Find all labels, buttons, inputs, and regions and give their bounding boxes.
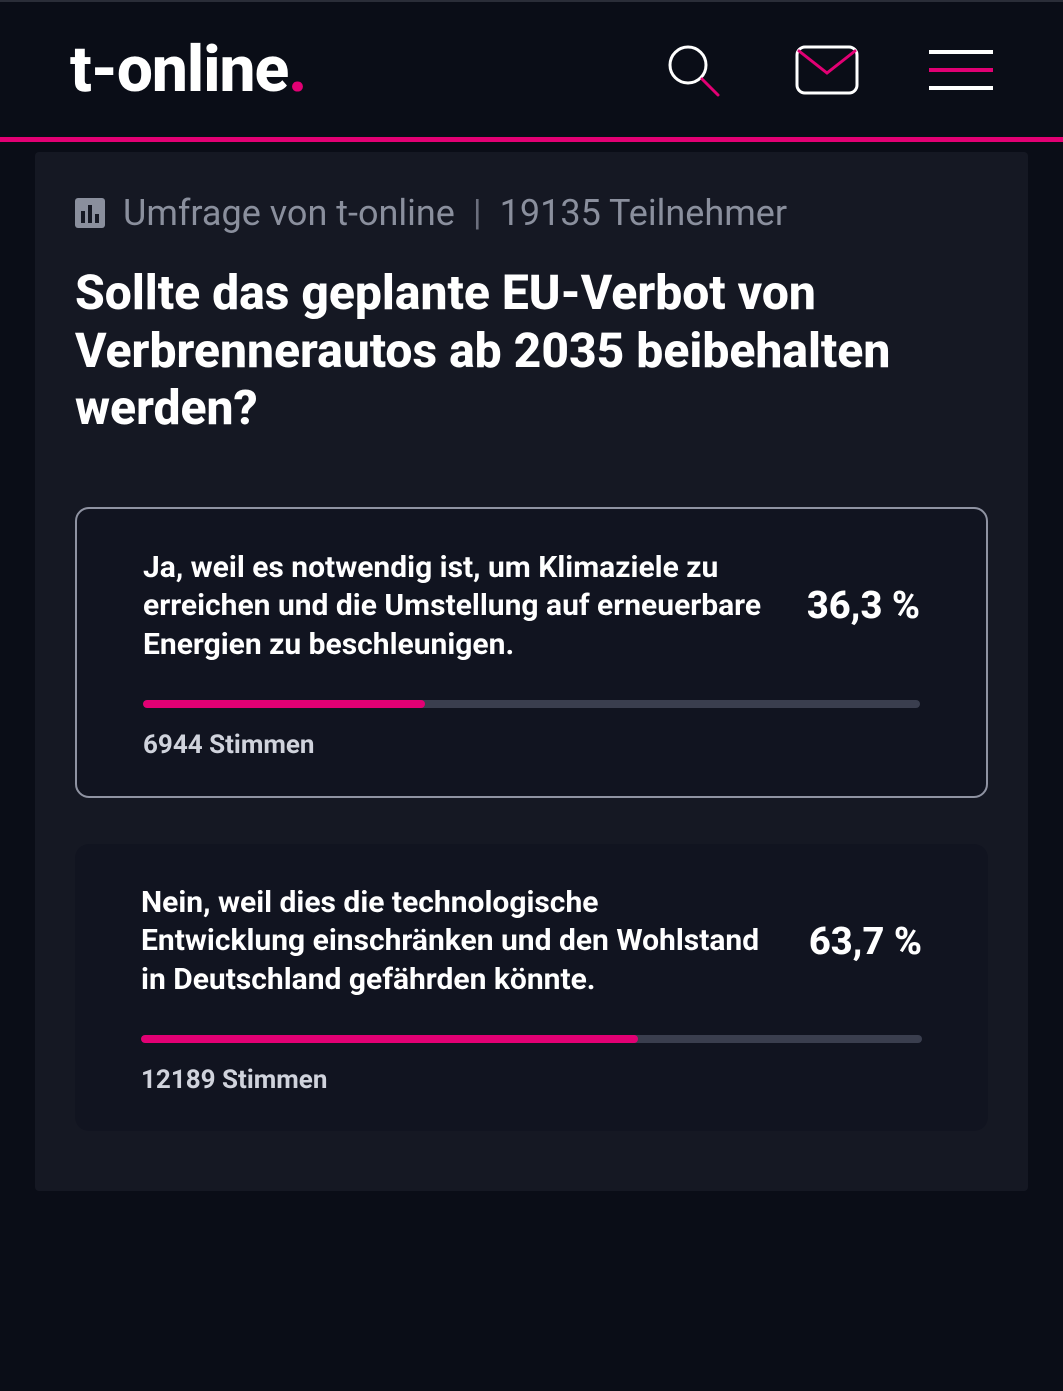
poll-card: Umfrage von t-online | 19135 Teilnehmer … — [35, 152, 1028, 1191]
option-percent: 63,7 % — [809, 920, 922, 964]
option-votes: 12189 Stimmen — [141, 1065, 922, 1095]
option-text: Nein, weil dies die technologische Entwi… — [141, 884, 769, 999]
poll-question: Sollte das geplante EU-Verbot von Verbre… — [35, 234, 1028, 437]
poll-participants: 19135 Teilnehmer — [500, 192, 787, 234]
poll-option[interactable]: Ja, weil es notwendig ist, um Klimaziele… — [75, 507, 988, 798]
poll-icon — [75, 198, 105, 228]
option-percent: 36,3 % — [807, 584, 920, 628]
logo-text: t-online — [70, 32, 288, 107]
menu-line-accent — [929, 68, 993, 72]
option-row: Ja, weil es notwendig ist, um Klimaziele… — [143, 549, 920, 664]
header-actions — [661, 43, 993, 97]
logo-dot: . — [288, 32, 306, 107]
option-text: Ja, weil es notwendig ist, um Klimaziele… — [143, 549, 767, 664]
poll-options: Ja, weil es notwendig ist, um Klimaziele… — [35, 437, 1028, 1131]
meta-separator: | — [473, 192, 482, 234]
site-logo[interactable]: t-online. — [70, 32, 306, 107]
menu-line — [929, 50, 993, 54]
option-votes: 6944 Stimmen — [143, 730, 920, 760]
option-row: Nein, weil dies die technologische Entwi… — [141, 884, 922, 999]
menu-icon[interactable] — [929, 43, 993, 97]
option-bar-fill — [143, 700, 425, 708]
poll-option[interactable]: Nein, weil dies die technologische Entwi… — [75, 844, 988, 1131]
mail-icon[interactable] — [795, 43, 859, 97]
option-bar-track — [141, 1035, 922, 1043]
menu-line — [929, 86, 993, 90]
accent-divider — [0, 137, 1063, 142]
poll-meta: Umfrage von t-online | 19135 Teilnehmer — [35, 192, 1028, 234]
poll-source: Umfrage von t-online — [123, 192, 455, 234]
search-icon[interactable] — [661, 43, 725, 97]
option-bar-fill — [141, 1035, 638, 1043]
option-bar-track — [143, 700, 920, 708]
site-header: t-online. — [0, 2, 1063, 137]
